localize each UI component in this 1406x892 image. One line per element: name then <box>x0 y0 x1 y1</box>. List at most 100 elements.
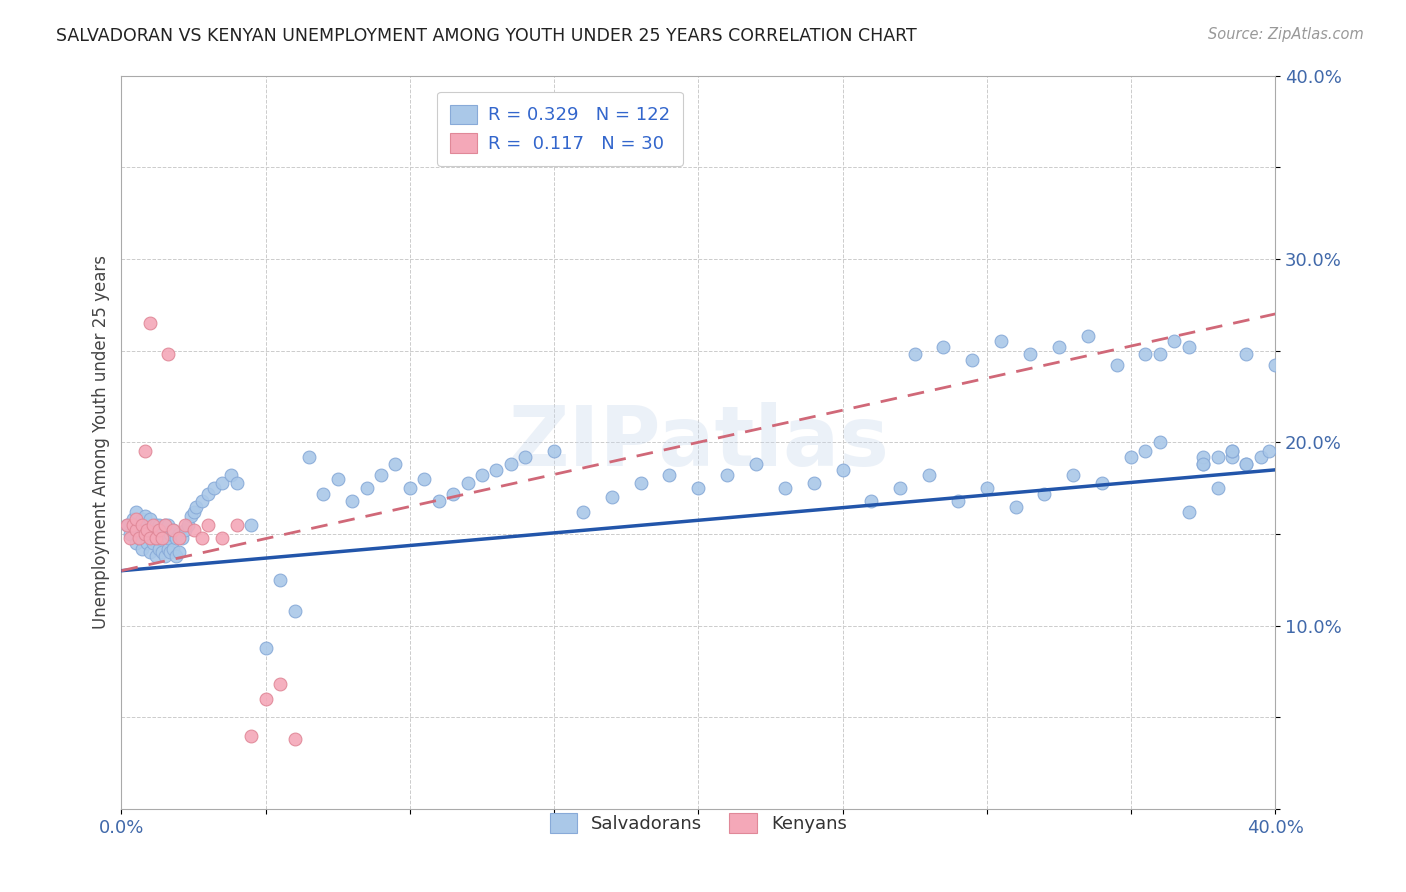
Point <box>170 531 193 545</box>
Point <box>1258 444 1281 458</box>
Point <box>1135 347 1157 361</box>
Point <box>183 524 205 538</box>
Point <box>153 549 176 563</box>
Point <box>153 517 176 532</box>
Point <box>962 352 984 367</box>
Point <box>254 640 277 655</box>
Point <box>153 531 176 545</box>
Point <box>946 494 969 508</box>
Point <box>156 517 179 532</box>
Point <box>219 468 242 483</box>
Point <box>485 463 508 477</box>
Point <box>122 517 145 532</box>
Point <box>197 486 219 500</box>
Point <box>115 517 138 532</box>
Point <box>139 527 162 541</box>
Point <box>115 517 138 532</box>
Point <box>803 475 825 490</box>
Point <box>889 481 911 495</box>
Point <box>1234 458 1257 472</box>
Y-axis label: Unemployment Among Youth under 25 years: Unemployment Among Youth under 25 years <box>93 255 110 630</box>
Point <box>831 463 853 477</box>
Point <box>142 524 165 538</box>
Point <box>745 458 768 472</box>
Point <box>515 450 537 464</box>
Point <box>1033 486 1056 500</box>
Point <box>131 512 153 526</box>
Point <box>1149 347 1171 361</box>
Point <box>134 444 156 458</box>
Point <box>162 541 184 556</box>
Point <box>1135 444 1157 458</box>
Point <box>165 531 187 545</box>
Point <box>134 527 156 541</box>
Point <box>630 475 652 490</box>
Point <box>142 536 165 550</box>
Point <box>1192 458 1215 472</box>
Point <box>177 517 200 532</box>
Point <box>1019 347 1042 361</box>
Point <box>1206 481 1229 495</box>
Point <box>441 486 464 500</box>
Point <box>658 468 681 483</box>
Point <box>148 524 170 538</box>
Point <box>918 468 941 483</box>
Point <box>326 472 349 486</box>
Point <box>1004 500 1026 514</box>
Point <box>167 531 190 545</box>
Point <box>162 524 184 538</box>
Point <box>1077 329 1099 343</box>
Point <box>134 508 156 523</box>
Point <box>283 604 305 618</box>
Point <box>976 481 998 495</box>
Point <box>1047 340 1070 354</box>
Point <box>240 729 263 743</box>
Point <box>1234 347 1257 361</box>
Point <box>990 334 1012 349</box>
Point <box>1105 359 1128 373</box>
Point <box>1192 450 1215 464</box>
Point <box>1163 334 1185 349</box>
Point <box>139 512 162 526</box>
Point <box>150 531 173 545</box>
Point <box>150 545 173 559</box>
Point <box>131 541 153 556</box>
Point <box>134 527 156 541</box>
Point <box>139 545 162 559</box>
Point <box>202 481 225 495</box>
Point <box>197 517 219 532</box>
Point <box>180 508 202 523</box>
Point <box>148 517 170 532</box>
Point <box>1220 444 1243 458</box>
Point <box>413 472 436 486</box>
Point <box>125 524 148 538</box>
Point <box>120 527 142 541</box>
Point <box>1062 468 1084 483</box>
Text: Source: ZipAtlas.com: Source: ZipAtlas.com <box>1208 27 1364 42</box>
Point <box>159 527 181 541</box>
Point <box>1177 505 1199 519</box>
Point <box>125 536 148 550</box>
Point <box>165 549 187 563</box>
Point <box>136 536 159 550</box>
Point <box>932 340 955 354</box>
Point <box>1149 435 1171 450</box>
Point <box>145 549 167 563</box>
Point <box>240 517 263 532</box>
Point <box>269 677 291 691</box>
Point <box>125 505 148 519</box>
Point <box>120 531 142 545</box>
Point <box>156 531 179 545</box>
Point <box>1264 359 1286 373</box>
Point <box>167 527 190 541</box>
Point <box>1177 340 1199 354</box>
Point <box>139 316 162 330</box>
Point <box>773 481 796 495</box>
Point <box>1234 458 1257 472</box>
Point <box>399 481 422 495</box>
Point <box>128 531 150 545</box>
Point <box>186 500 208 514</box>
Point <box>688 481 710 495</box>
Text: SALVADORAN VS KENYAN UNEMPLOYMENT AMONG YOUTH UNDER 25 YEARS CORRELATION CHART: SALVADORAN VS KENYAN UNEMPLOYMENT AMONG … <box>56 27 917 45</box>
Point <box>499 458 522 472</box>
